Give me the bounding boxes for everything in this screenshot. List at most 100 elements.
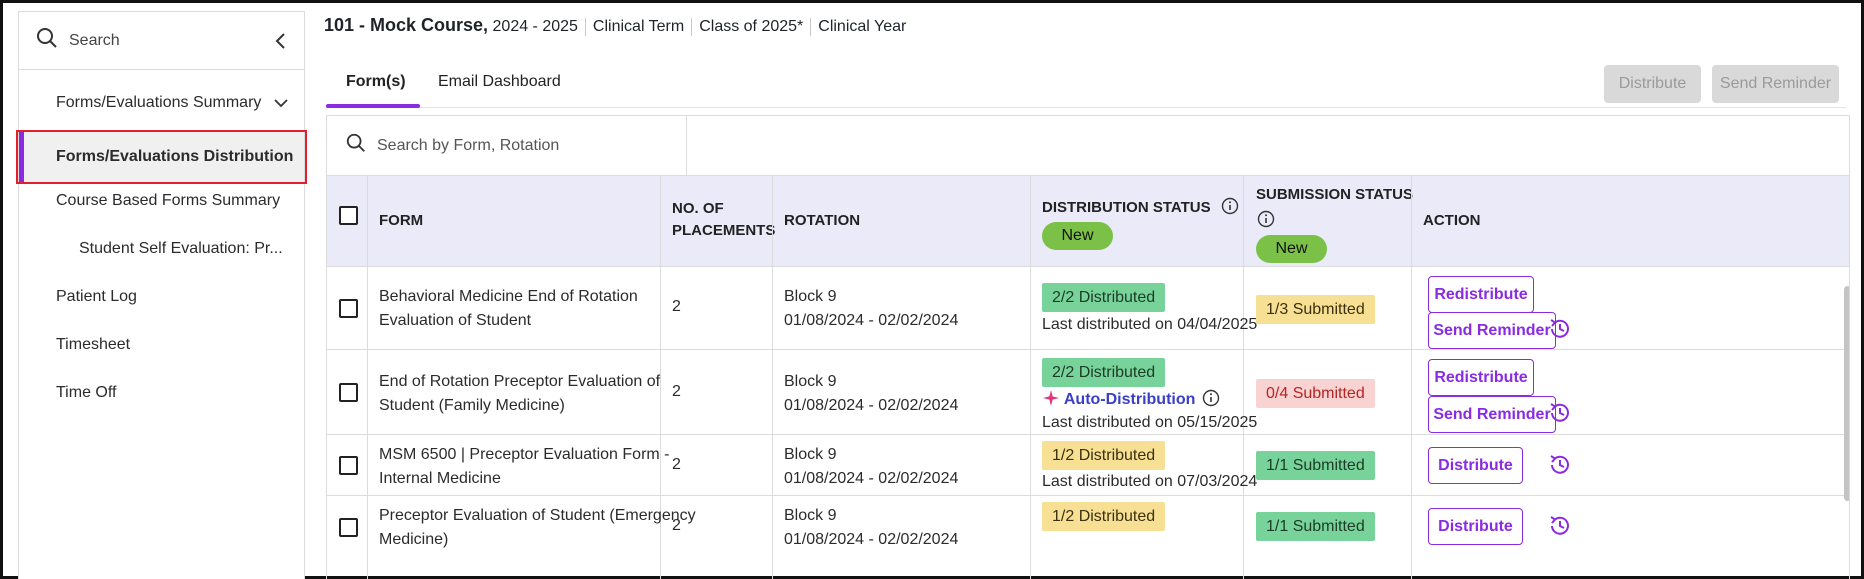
course-clinical-year: Clinical Year: [818, 18, 907, 35]
sidebar-item-label: Time Off: [56, 384, 117, 401]
submission-badge: 0/4 Submitted: [1256, 379, 1375, 408]
rotation: Block 9 01/08/2024 - 02/02/2024: [784, 370, 958, 418]
distribute-button[interactable]: Distribute: [1604, 65, 1701, 103]
column-divider: [1411, 175, 1412, 579]
form-name-line2: Student (Family Medicine): [379, 397, 565, 414]
send-reminder-button[interactable]: Send Reminder: [1712, 65, 1839, 103]
distribution-badge: 2/2 Distributed: [1042, 358, 1166, 387]
column-action: ACTION: [1423, 212, 1481, 229]
rotation-dates: 01/08/2024 - 02/02/2024: [784, 470, 959, 487]
divider: [691, 17, 693, 36]
form-name-line1: Preceptor Evaluation of Student (Emergen…: [379, 507, 696, 524]
divider: [810, 17, 812, 36]
column-placements: NO. OF PLACEMENTS: [672, 198, 775, 242]
redistribute-button[interactable]: Redistribute: [1428, 276, 1534, 313]
column-divider: [1243, 175, 1244, 579]
submission-badge: 1/1 Submitted: [1256, 451, 1375, 480]
sidebar-search[interactable]: Search: [19, 12, 304, 70]
form-name-line1: Behavioral Medicine End of Rotation: [379, 288, 638, 305]
column-divider: [1030, 175, 1031, 579]
distribute-row-button[interactable]: Distribute: [1428, 447, 1523, 484]
column-placements-line2: PLACEMENTS: [672, 222, 776, 239]
sidebar-item-time-off[interactable]: Time Off: [19, 374, 304, 412]
column-distribution-status-label: DISTRIBUTION STATUS: [1042, 199, 1211, 216]
form-name[interactable]: MSM 6500 | Preceptor Evaluation Form - I…: [379, 443, 670, 491]
auto-distribution-label: Auto-Distribution: [1063, 391, 1196, 408]
tab-forms[interactable]: Form(s): [346, 73, 406, 90]
distribution-badge: 2/2 Distributed: [1042, 283, 1166, 312]
table-search-input[interactable]: Search by Form, Rotation: [377, 136, 560, 154]
course-term: Clinical Term: [592, 18, 685, 35]
column-rotation: ROTATION: [784, 212, 861, 229]
select-all-checkbox[interactable]: [339, 206, 358, 225]
distribution-badge: 1/2 Distributed: [1042, 441, 1166, 470]
table-header: FORM NO. OF PLACEMENTS ROTATION DISTRIBU…: [327, 175, 1849, 267]
sidebar-item-label: Patient Log: [56, 288, 137, 305]
row-checkbox[interactable]: [339, 518, 358, 537]
placements-count: 2: [672, 517, 681, 534]
rotation-dates: 01/08/2024 - 02/02/2024: [784, 531, 959, 548]
sidebar-item-label: Forms/Evaluations Distribution: [56, 148, 294, 165]
info-icon[interactable]: [1221, 197, 1239, 222]
distribute-row-button[interactable]: Distribute: [1428, 508, 1523, 545]
distribution-new-pill: New: [1042, 222, 1113, 250]
sidebar-item-patient-log[interactable]: Patient Log: [19, 278, 304, 316]
history-icon[interactable]: [1546, 512, 1574, 540]
send-reminder-row-button[interactable]: Send Reminder: [1428, 312, 1556, 349]
sidebar-item-label: Timesheet: [56, 336, 131, 353]
column-placements-line1: NO. OF: [672, 200, 724, 217]
placements-count: 2: [672, 383, 681, 400]
divider: [584, 17, 586, 36]
sidebar-item-forms-summary[interactable]: Forms/Evaluations Summary: [19, 84, 304, 122]
sidebar-item-timesheet[interactable]: Timesheet: [19, 326, 304, 364]
rotation: Block 9 01/08/2024 - 02/02/2024: [784, 443, 958, 491]
distribution-badge: 1/2 Distributed: [1042, 502, 1166, 531]
form-name[interactable]: Preceptor Evaluation of Student (Emergen…: [379, 504, 696, 552]
column-form: FORM: [379, 212, 424, 229]
tab-email-dashboard[interactable]: Email Dashboard: [438, 73, 561, 90]
search-icon: [35, 26, 59, 55]
sidebar-item-student-self-evaluation[interactable]: Student Self Evaluation: Pr...: [19, 230, 304, 268]
course-year: 2024 - 2025: [492, 18, 578, 35]
rotation-block: Block 9: [784, 446, 837, 463]
active-tab-indicator: [326, 104, 420, 108]
info-icon[interactable]: [1257, 210, 1275, 233]
info-icon[interactable]: [1202, 389, 1220, 415]
history-icon[interactable]: [1546, 451, 1574, 479]
history-icon[interactable]: [1546, 399, 1574, 427]
row-checkbox[interactable]: [339, 383, 358, 402]
chevron-left-icon[interactable]: [274, 32, 286, 55]
sidebar-search-label: Search: [69, 31, 120, 49]
table-row: Behavioral Medicine End of Rotation Eval…: [327, 267, 1849, 350]
form-name-line1: MSM 6500 | Preceptor Evaluation Form -: [379, 446, 670, 463]
placements-count: 2: [672, 456, 681, 473]
rotation-dates: 01/08/2024 - 02/02/2024: [784, 397, 959, 414]
form-name-line1: End of Rotation Preceptor Evaluation of: [379, 373, 661, 390]
row-checkbox[interactable]: [339, 456, 358, 475]
row-checkbox[interactable]: [339, 299, 358, 318]
column-divider: [367, 175, 368, 579]
course-class: Class of 2025*: [699, 18, 804, 35]
history-icon[interactable]: [1546, 315, 1574, 343]
sidebar-item-course-based-forms[interactable]: Course Based Forms Summary: [19, 182, 304, 220]
auto-distribution[interactable]: Auto-Distribution: [1042, 388, 1220, 415]
form-name[interactable]: End of Rotation Preceptor Evaluation of …: [379, 370, 660, 418]
placements-count: 2: [672, 298, 681, 315]
form-name[interactable]: Behavioral Medicine End of Rotation Eval…: [379, 285, 638, 333]
table-row: MSM 6500 | Preceptor Evaluation Form - I…: [327, 435, 1849, 496]
rotation-block: Block 9: [784, 373, 837, 390]
redistribute-button[interactable]: Redistribute: [1428, 359, 1534, 396]
sidebar: Search Forms/Evaluations Summary Forms/E…: [16, 11, 307, 579]
column-divider: [660, 175, 661, 579]
sidebar-item-forms-distribution[interactable]: Forms/Evaluations Distribution: [16, 130, 307, 184]
last-distributed: Last distributed on 05/15/2025: [1042, 414, 1258, 431]
rotation: Block 9 01/08/2024 - 02/02/2024: [784, 285, 958, 333]
table-search[interactable]: Search by Form, Rotation: [327, 116, 687, 175]
sparkle-icon: [1042, 389, 1060, 415]
send-reminder-row-button[interactable]: Send Reminder: [1428, 396, 1556, 433]
table-scrollbar[interactable]: [1844, 286, 1849, 501]
sidebar-item-label: Student Self Evaluation: Pr...: [79, 240, 283, 257]
active-indicator: [19, 132, 24, 182]
column-submission-status: SUBMISSION STATUS: [1256, 186, 1413, 203]
